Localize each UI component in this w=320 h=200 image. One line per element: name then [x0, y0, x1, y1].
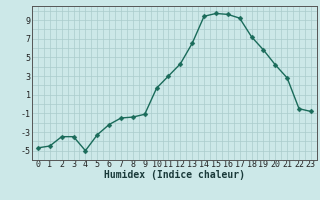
- X-axis label: Humidex (Indice chaleur): Humidex (Indice chaleur): [104, 170, 245, 180]
